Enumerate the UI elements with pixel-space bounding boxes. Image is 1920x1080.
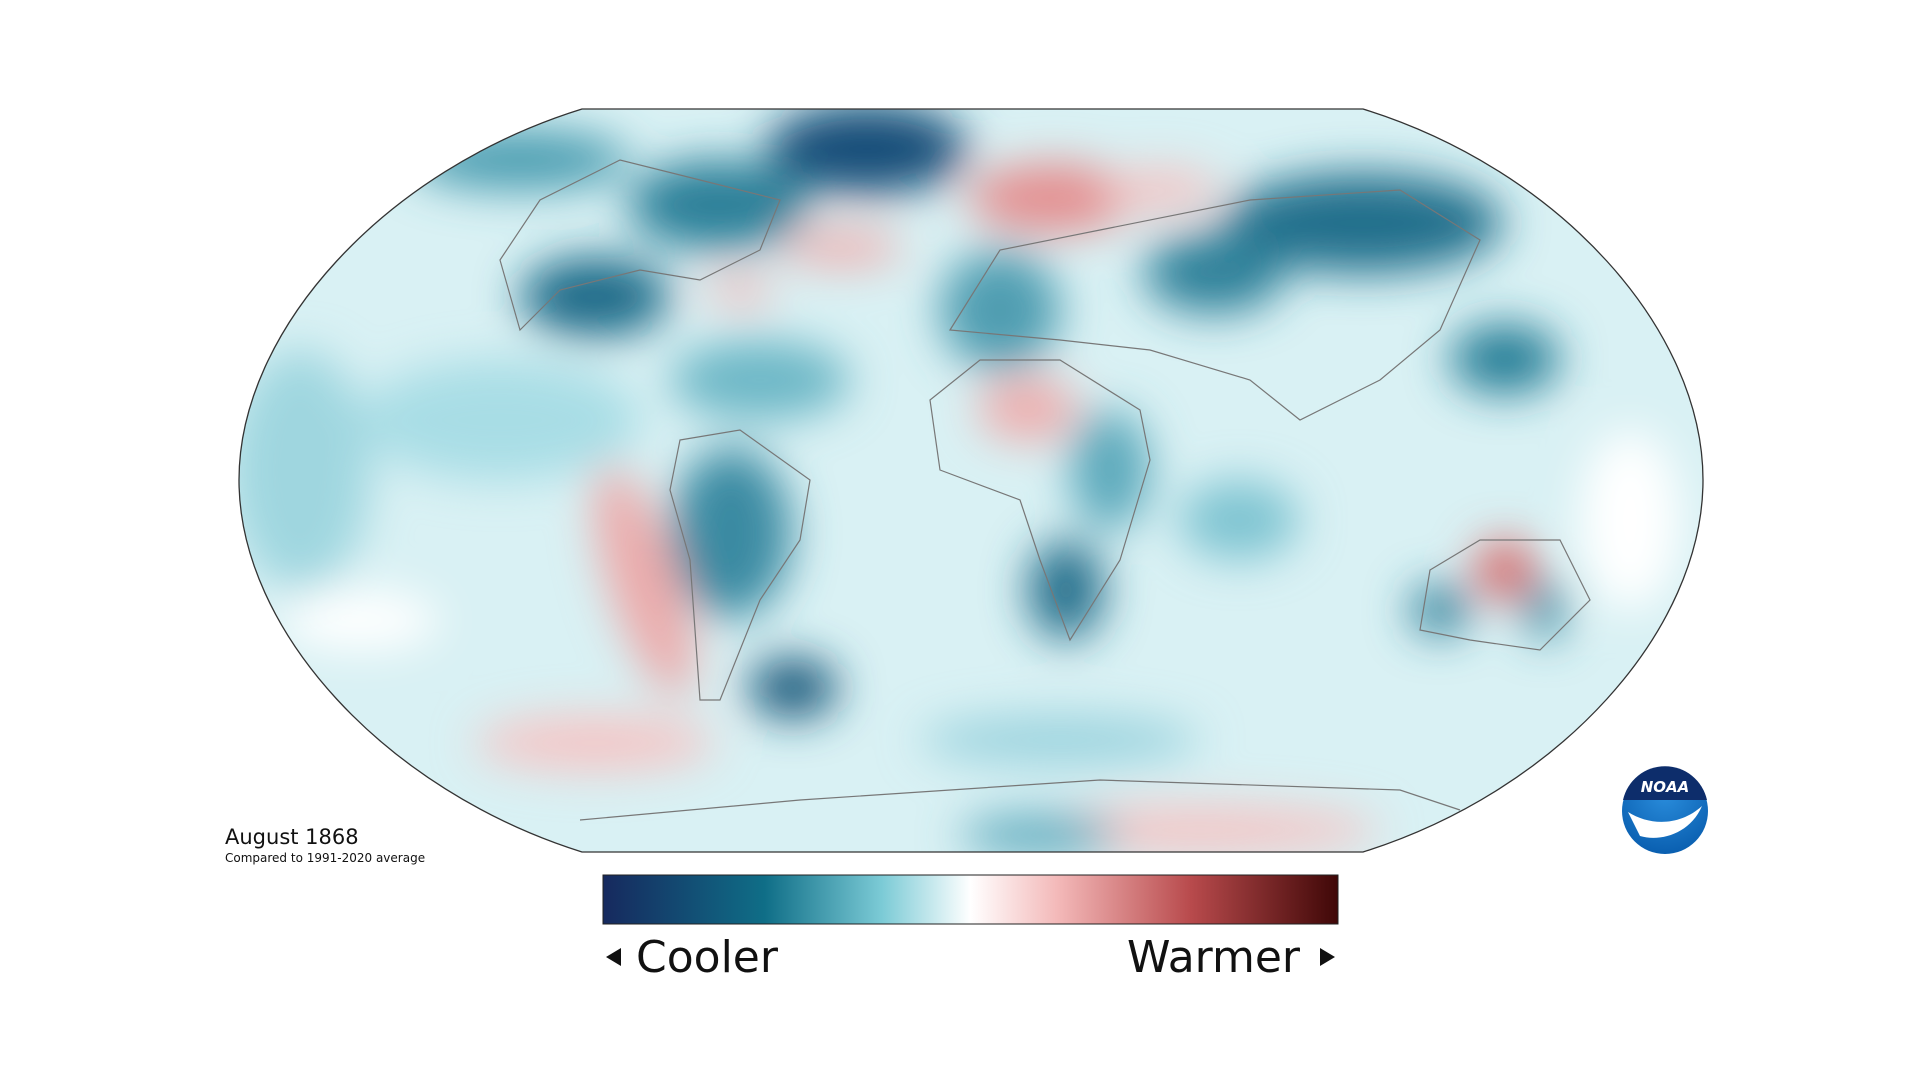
- anomaly-blob: [1144, 233, 1284, 313]
- anomaly-field: [239, 109, 1703, 852]
- anomaly-blob: [968, 163, 1138, 233]
- map-border: [238, 108, 1704, 853]
- anomaly-blob: [671, 448, 791, 618]
- anomaly-blob: [1450, 324, 1560, 394]
- coastline: [669, 429, 811, 701]
- logo-bird: [1628, 806, 1702, 838]
- anomaly-blob: [410, 130, 630, 190]
- anomaly-blob: [1223, 173, 1503, 273]
- anomaly-blob: [705, 276, 775, 304]
- anomaly-blob: [748, 658, 838, 718]
- logo-top: [1623, 766, 1707, 800]
- anomaly-blob: [520, 257, 670, 337]
- anomaly-blob: [1410, 585, 1470, 635]
- cooler-arrow: [606, 948, 621, 966]
- color-scale: [602, 874, 1339, 925]
- anomaly-blob: [767, 109, 967, 194]
- anomaly-blob: [1100, 168, 1220, 212]
- map-subtitle: Compared to 1991-2020 average: [225, 851, 425, 865]
- anomaly-blob: [280, 590, 440, 650]
- anomaly-blob: [1580, 430, 1680, 610]
- anomaly-blob: [978, 377, 1078, 441]
- legend-low-label: Cooler: [636, 932, 779, 983]
- logo-text: NOAA: [1641, 778, 1690, 796]
- anomaly-blob: [594, 467, 694, 697]
- anomaly-blob: [1028, 540, 1104, 640]
- anomaly-blob: [1070, 410, 1150, 530]
- anomaly-blob: [628, 160, 808, 250]
- coastlines: [499, 159, 1591, 821]
- anomaly-blob: [782, 230, 902, 266]
- coastline: [1419, 539, 1591, 651]
- anomaly-blob: [1475, 540, 1535, 600]
- warmer-arrow: [1320, 948, 1335, 966]
- anomaly-blob: [670, 340, 850, 420]
- map-title: August 1868: [225, 825, 359, 849]
- anomaly-blob: [360, 360, 640, 480]
- coastline: [579, 779, 1461, 821]
- coastline: [929, 359, 1151, 642]
- anomaly-blob: [940, 250, 1060, 370]
- anomaly-blobs: [239, 109, 1680, 852]
- coastline: [948, 189, 1481, 421]
- anomaly-blob: [920, 715, 1200, 765]
- anomaly-blob: [239, 350, 370, 590]
- anomaly-blob: [1179, 480, 1299, 560]
- coastline: [499, 159, 781, 332]
- anomaly-blob: [475, 715, 715, 771]
- anomaly-blob: [960, 815, 1120, 852]
- legend-high-label: Warmer: [1127, 932, 1301, 983]
- anomaly-blob: [1525, 580, 1565, 640]
- noaa-logo: NOAA: [1622, 766, 1708, 854]
